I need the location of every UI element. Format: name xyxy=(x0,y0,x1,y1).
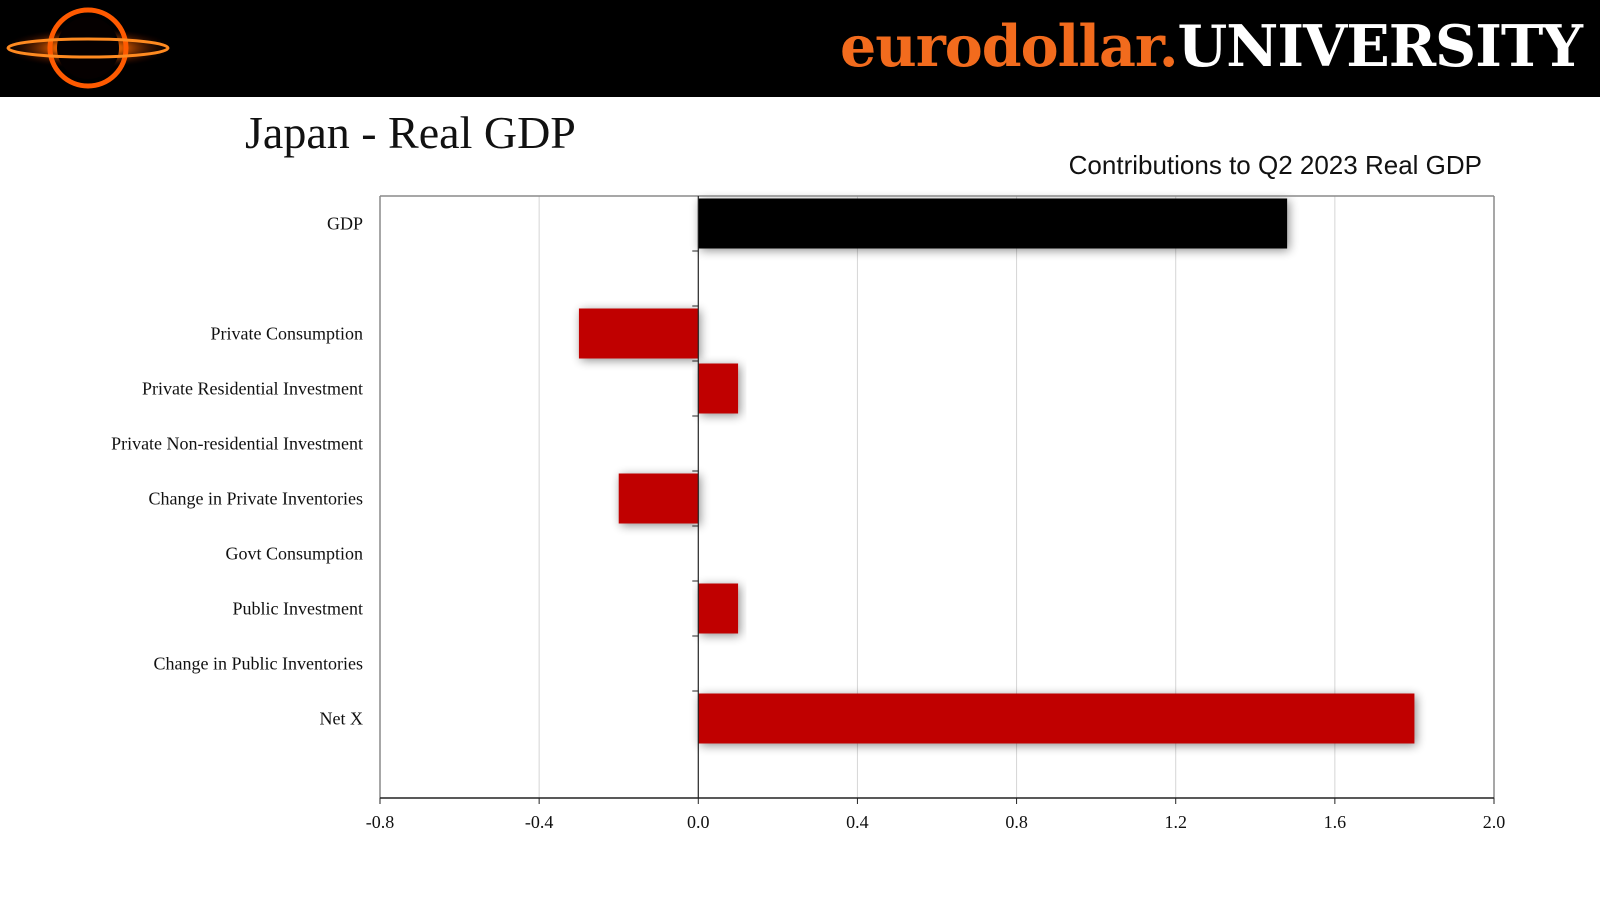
brand-part-university: UNIVERSITY xyxy=(1177,13,1583,80)
bar-component xyxy=(698,363,739,414)
x-tick-label: 1.2 xyxy=(1164,812,1187,832)
x-tick-label: 1.6 xyxy=(1324,812,1347,832)
category-label: Public Investment xyxy=(233,599,363,619)
black-hole-logo-icon xyxy=(0,0,174,97)
category-label: Govt Consumption xyxy=(225,544,363,564)
logo xyxy=(0,0,174,97)
bar-component xyxy=(698,693,1415,744)
x-tick-label: -0.4 xyxy=(525,812,554,832)
chart-title: Contributions to Q2 2023 Real GDP xyxy=(1068,150,1482,180)
slide-title: Japan - Real GDP xyxy=(245,107,576,158)
bar-component xyxy=(618,473,699,524)
x-tick-label: 0.0 xyxy=(687,812,710,832)
category-label: Private Non-residential Investment xyxy=(111,434,363,454)
category-label: Change in Private Inventories xyxy=(149,489,363,509)
x-tick-label: -0.8 xyxy=(366,812,395,832)
category-label: GDP xyxy=(327,214,363,234)
category-label: Change in Public Inventories xyxy=(154,654,363,674)
header-banner xyxy=(0,0,1600,97)
x-tick-label: 0.4 xyxy=(846,812,869,832)
bar-component xyxy=(578,308,699,359)
brand-wordmark: eurodollar.UNIVERSITY xyxy=(840,8,1583,86)
x-tick-label: 2.0 xyxy=(1483,812,1506,832)
category-label: Private Residential Investment xyxy=(142,379,363,399)
category-label: Private Consumption xyxy=(211,324,364,344)
bar-gdp xyxy=(698,198,1288,249)
x-tick-label: 0.8 xyxy=(1005,812,1028,832)
category-label: Net X xyxy=(320,709,364,729)
bar-component xyxy=(698,583,739,634)
brand-part-eurodollar: eurodollar. xyxy=(840,13,1179,80)
